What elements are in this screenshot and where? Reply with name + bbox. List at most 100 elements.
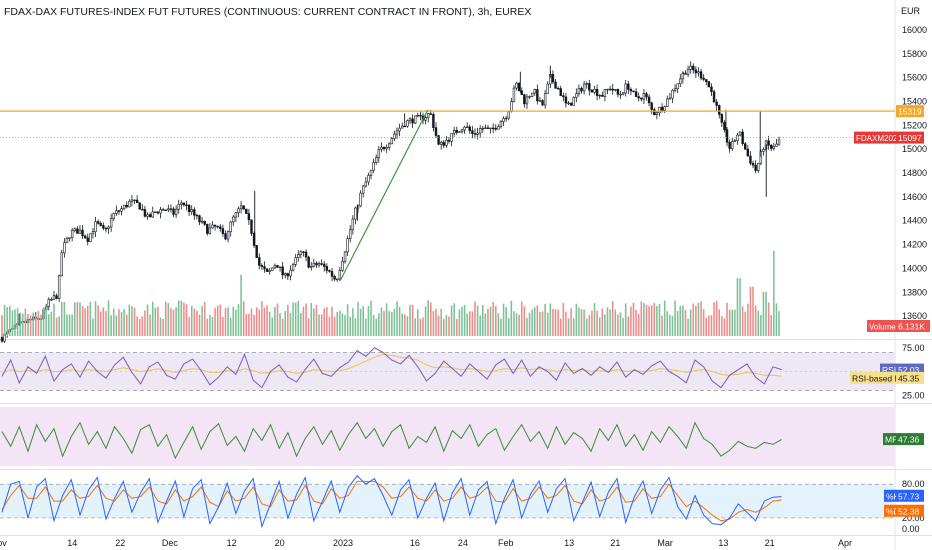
candle-body xyxy=(741,131,744,144)
candle-body xyxy=(777,139,781,145)
candle-body xyxy=(299,251,303,255)
candle-body xyxy=(325,266,329,271)
candle-body xyxy=(481,127,484,130)
price-tick-label: 15200 xyxy=(902,120,927,130)
rsi-value-tag-label: 52.03 xyxy=(898,365,920,375)
volume-bar xyxy=(588,315,591,336)
candle-body xyxy=(694,69,698,74)
stoch-k-value-tag-label: 57.73 xyxy=(898,491,920,501)
volume-bar xyxy=(456,318,458,336)
symbol-tag-label: FDAXM2023 xyxy=(856,134,902,143)
candle-body xyxy=(707,81,711,88)
volume-bar xyxy=(468,311,471,336)
volume-bar xyxy=(648,305,650,336)
volume-bar xyxy=(196,310,198,336)
candle-body xyxy=(310,266,313,268)
volume-bar xyxy=(715,300,718,336)
candle-body xyxy=(582,83,586,92)
volume-bar xyxy=(302,306,305,336)
volume-bar xyxy=(762,291,765,336)
volume-bar xyxy=(591,310,593,336)
volume-bar xyxy=(125,314,128,336)
candle-body xyxy=(148,214,152,218)
time-tick-label: ov xyxy=(0,538,7,548)
candle-body xyxy=(169,208,173,210)
volume-bar xyxy=(42,307,45,336)
volume-bar xyxy=(112,308,115,336)
mf-name-tag xyxy=(883,433,896,446)
price-tick-label: 15000 xyxy=(902,144,927,154)
candle-body xyxy=(213,224,217,227)
volume-bar xyxy=(294,302,297,336)
rsi-ma-line xyxy=(1,353,782,377)
volume-bar xyxy=(305,303,307,336)
candle-body xyxy=(221,228,225,234)
volume-bar xyxy=(328,316,331,336)
volume-bar xyxy=(73,302,76,336)
volume-bar xyxy=(414,318,416,336)
candle-body xyxy=(577,87,581,95)
volume-bar xyxy=(89,301,92,336)
candle-body xyxy=(754,164,757,171)
candle-body xyxy=(585,83,588,85)
volume-bar xyxy=(60,301,63,336)
indicator-band xyxy=(0,484,895,518)
candle-body xyxy=(187,204,191,213)
candle-body xyxy=(411,118,414,124)
candle-body xyxy=(452,130,456,134)
candle-body xyxy=(525,96,529,105)
stoch-d-value-tag xyxy=(896,504,924,517)
candle-body xyxy=(195,214,199,217)
candle-body xyxy=(559,88,562,96)
volume-bar xyxy=(315,304,318,336)
candle-body xyxy=(304,251,308,258)
candle-body xyxy=(762,149,765,152)
volume-bar xyxy=(27,313,29,336)
candle-body xyxy=(120,208,123,212)
volume-bar xyxy=(728,309,731,336)
candle-body xyxy=(377,149,381,158)
volume-bar xyxy=(274,307,276,336)
candle-body xyxy=(478,128,482,134)
candle-body xyxy=(172,208,175,215)
volume-bar xyxy=(307,318,310,336)
candle-body xyxy=(122,204,126,209)
volume-bar xyxy=(419,318,422,336)
candle-body xyxy=(543,93,547,106)
candle-body xyxy=(57,275,61,299)
candle-body xyxy=(718,105,721,115)
candle-body xyxy=(429,113,433,115)
candle-body xyxy=(354,207,357,220)
volume-bar xyxy=(684,310,687,336)
volume-bar xyxy=(505,307,507,336)
candle-body xyxy=(676,83,679,90)
candle-body xyxy=(408,118,412,121)
volume-bar xyxy=(107,300,110,336)
volume-name-label: Volume xyxy=(869,323,896,332)
volume-bar xyxy=(242,301,245,336)
candle-body xyxy=(315,262,318,266)
trend-line xyxy=(339,109,429,281)
volume-bar xyxy=(367,306,370,336)
volume-bar xyxy=(250,308,253,336)
volume-bar xyxy=(778,311,780,336)
candle-body xyxy=(530,92,534,97)
volume-bar xyxy=(9,305,11,336)
volume-bar xyxy=(284,311,287,336)
candle-body xyxy=(502,118,505,122)
volume-bar xyxy=(445,315,448,336)
candle-body xyxy=(551,74,555,83)
candle-body xyxy=(673,88,677,91)
volume-bar xyxy=(92,318,94,336)
candle-body xyxy=(395,130,399,135)
candle-body xyxy=(720,114,724,123)
candle-body xyxy=(733,140,737,142)
candle-body xyxy=(463,126,466,131)
candle-body xyxy=(614,89,617,91)
candle-body xyxy=(692,65,695,71)
time-tick-label: 12 xyxy=(227,538,237,548)
candle-body xyxy=(78,229,82,234)
candle-body xyxy=(424,117,427,121)
volume-bar xyxy=(479,315,481,336)
